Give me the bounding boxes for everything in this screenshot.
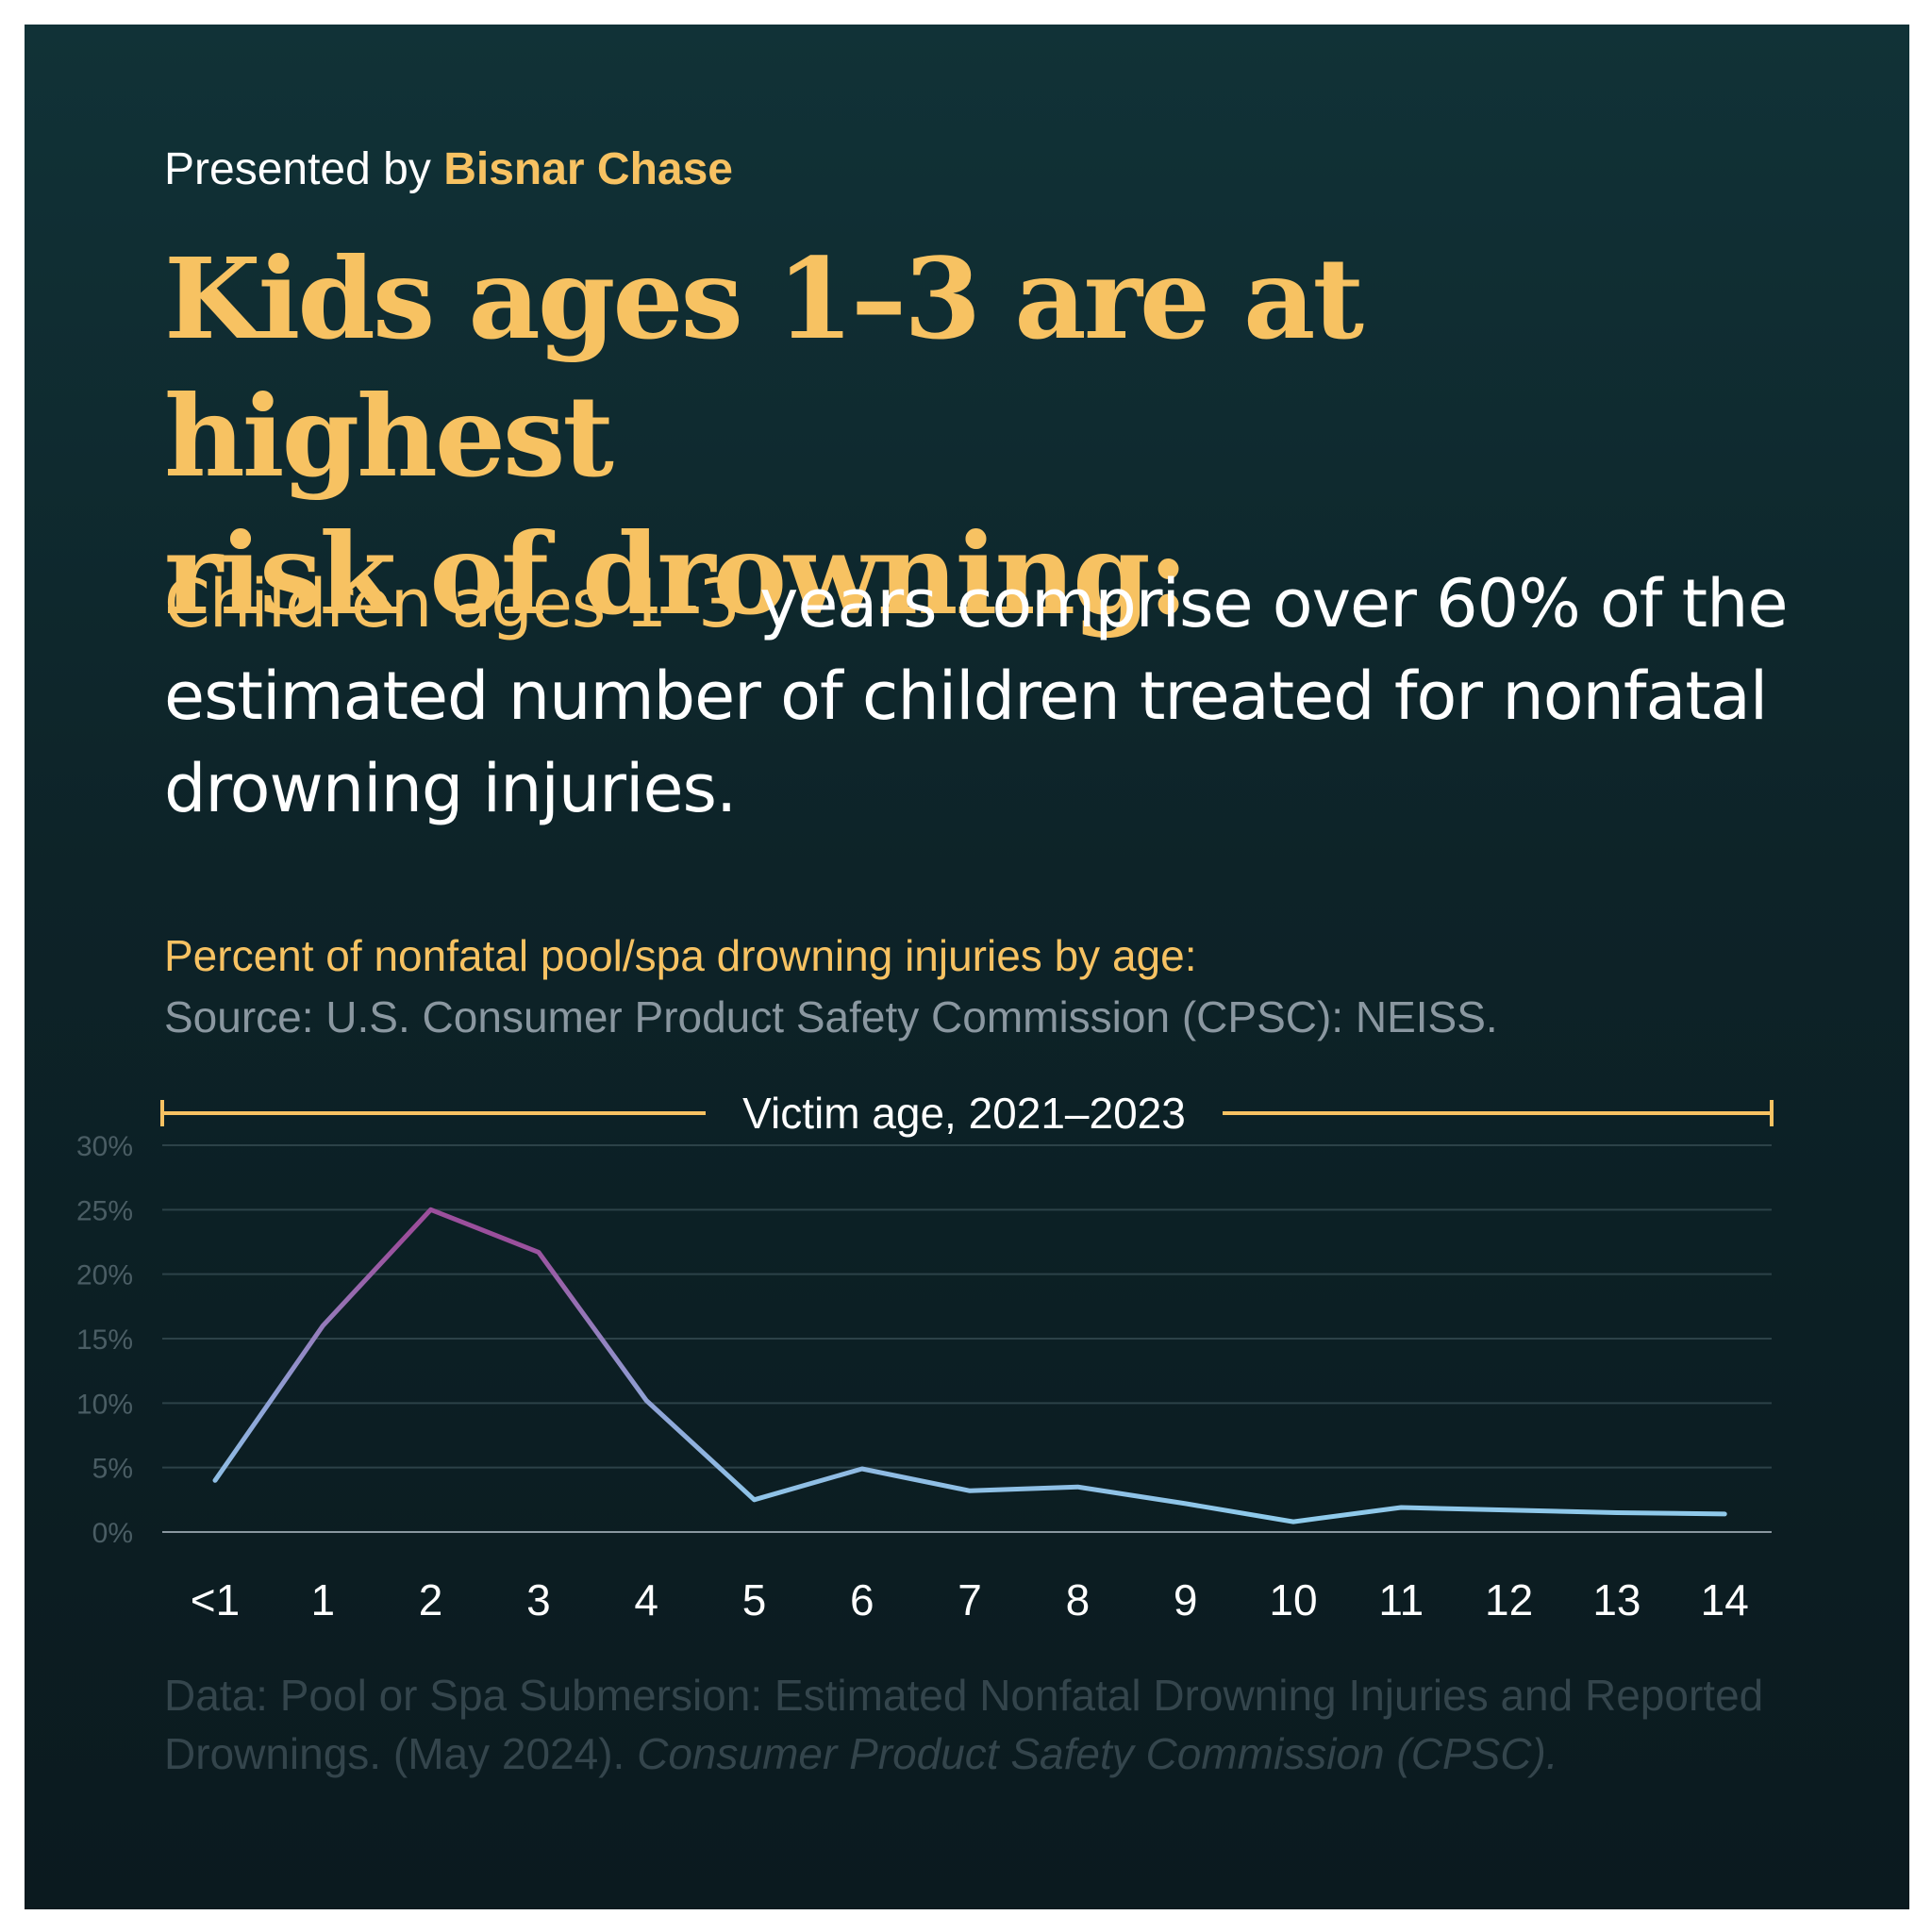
- x-tick-label: 4: [634, 1575, 658, 1624]
- x-tick-label: 14: [1701, 1575, 1749, 1624]
- x-axis-ticks: <1 1 2 3 4 5 6 7 8 9 10 11 12 13 14: [191, 1575, 1749, 1624]
- y-tick-label: 25%: [76, 1195, 133, 1226]
- lead-rest: years comprise over 60% of the estimated…: [164, 565, 1789, 827]
- series-line: [212, 1207, 1727, 1524]
- presented-prefix: Presented by: [164, 144, 431, 194]
- footnote-text: Data: Pool or Spa Submersion: Estimated …: [164, 1671, 1764, 1778]
- line-chart: 0% 5% 10% 15% 20% 25% 30% Victim age, 2021–202…: [76, 1089, 1774, 1624]
- x-tick-label: 8: [1066, 1575, 1091, 1624]
- headline-line-2: risk of drowning:: [164, 508, 1189, 640]
- y-tick-label: 10%: [76, 1389, 133, 1420]
- y-tick-label: 20%: [76, 1260, 133, 1291]
- x-tick-label: 1: [311, 1575, 336, 1624]
- lead-paragraph: Children ages 1–3 years comprise over 60…: [164, 558, 1853, 835]
- x-tick-label: 6: [850, 1575, 874, 1624]
- y-tick-label: 5%: [92, 1454, 133, 1485]
- x-tick-label: 11: [1378, 1575, 1424, 1624]
- chart-source: Source: U.S. Consumer Product Safety Com…: [164, 992, 1498, 1041]
- x-tick-label: 12: [1485, 1575, 1533, 1624]
- infographic-panel: Presented by Bisnar Chase Kids ages 1–3 …: [25, 25, 1909, 1909]
- x-tick-label: 9: [1174, 1575, 1198, 1624]
- grid-lines: [162, 1144, 1772, 1469]
- y-tick-label: 0%: [92, 1518, 133, 1549]
- brand-name: Bisnar Chase: [443, 144, 733, 194]
- x-tick-label: 5: [742, 1575, 767, 1624]
- headline: Kids ages 1–3 are at highest risk of dro…: [164, 230, 1824, 643]
- x-tick-label: 10: [1269, 1575, 1317, 1624]
- x-axis-bracket: Victim age, 2021–2023: [160, 1089, 1774, 1138]
- x-tick-label: 3: [526, 1575, 551, 1624]
- footnote: Data: Pool or Spa Submersion: Estimated …: [164, 1666, 1843, 1783]
- x-tick-label: <1: [191, 1575, 240, 1624]
- y-tick-label: 15%: [76, 1324, 133, 1356]
- footnote-italic: Consumer Product Safety Commission (CPSC…: [637, 1729, 1558, 1778]
- headline-line-1: Kids ages 1–3 are at highest: [164, 233, 1364, 502]
- chart-title: Percent of nonfatal pool/spa drowning in…: [164, 931, 1197, 980]
- x-tick-label: 2: [419, 1575, 443, 1624]
- x-tick-label: 7: [958, 1575, 982, 1624]
- y-tick-label: 30%: [76, 1131, 133, 1162]
- y-axis-ticks: 0% 5% 10% 15% 20% 25% 30%: [76, 1131, 133, 1549]
- x-tick-label: 13: [1592, 1575, 1641, 1624]
- presented-by: Presented by Bisnar Chase: [164, 143, 733, 195]
- lead-highlight: Children ages 1–3: [164, 565, 741, 642]
- data-points: [213, 1208, 1727, 1524]
- x-axis-label: Victim age, 2021–2023: [742, 1089, 1186, 1138]
